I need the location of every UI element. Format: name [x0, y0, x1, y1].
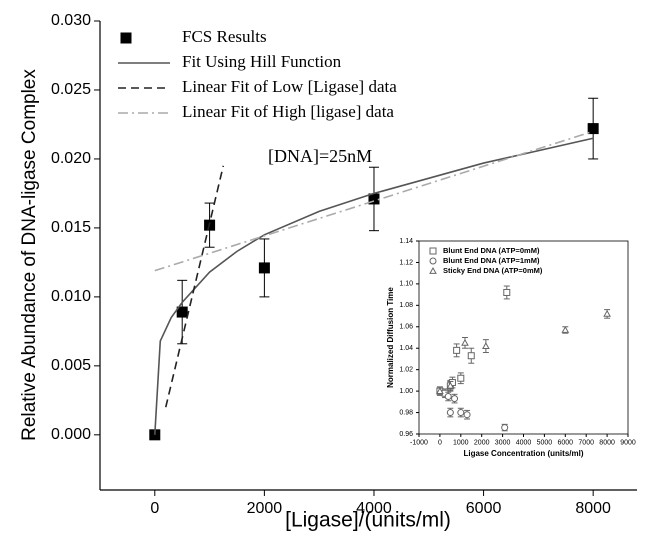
y-tick-label: 0.015 — [51, 219, 91, 236]
x-axis-title: Ligase Concentration (units/ml) — [463, 449, 583, 458]
x-tick-label: 2000 — [247, 500, 283, 517]
y-tick-label: 0.025 — [51, 81, 91, 98]
marker — [461, 338, 469, 346]
marker — [482, 342, 490, 349]
legend-swatch — [120, 32, 132, 44]
y-tick-label: 0.030 — [51, 12, 91, 29]
x-tick-label: 0 — [150, 500, 159, 517]
legend-swatch — [429, 266, 437, 274]
y-tick-label: 0.96 — [399, 431, 413, 438]
marker — [561, 325, 570, 333]
marker — [453, 346, 461, 354]
marker — [444, 392, 452, 400]
x-tick-label: 6000 — [558, 439, 574, 446]
y-tick-label: 1.06 — [399, 324, 413, 331]
x-tick-label: 0 — [438, 439, 442, 446]
x-tick-label: 8000 — [575, 500, 611, 517]
x-tick-label: 5000 — [537, 439, 553, 446]
y-tick-label: 1.00 — [399, 388, 413, 395]
marker — [457, 374, 465, 382]
marker — [463, 411, 471, 419]
y-tick-label: 1.10 — [399, 281, 413, 288]
x-tick-label: 3000 — [495, 439, 511, 446]
fit-line — [164, 165, 225, 408]
marker — [451, 395, 459, 403]
marker — [176, 306, 188, 318]
marker — [258, 262, 270, 274]
x-tick-label: 9000 — [620, 439, 636, 446]
legend-label: Linear Fit of Low [Ligase] data — [182, 77, 397, 96]
marker — [587, 123, 599, 135]
legend-label: FCS Results — [182, 27, 267, 46]
y-tick-label: 1.14 — [399, 238, 413, 245]
marker — [603, 309, 611, 317]
x-tick-label: 2000 — [474, 439, 490, 446]
y-tick-label: 0.005 — [51, 357, 91, 374]
x-tick-label: 6000 — [466, 500, 502, 517]
y-tick-label: 1.12 — [399, 259, 413, 266]
fit-line — [154, 130, 594, 272]
annotation: [DNA]=25nM — [268, 146, 372, 166]
y-tick-label: 1.04 — [399, 345, 413, 352]
x-tick-label: 4000 — [356, 500, 392, 517]
legend-swatch — [429, 247, 437, 255]
legend-label: Fit Using Hill Function — [182, 52, 342, 71]
marker — [457, 409, 465, 417]
legend-label: Sticky End DNA (ATP=0mM) — [443, 266, 543, 275]
y-tick-label: 0.98 — [399, 409, 413, 416]
y-axis-title: Relative Abundance of DNA-ligase Complex — [19, 69, 40, 441]
marker — [446, 409, 454, 417]
y-tick-label: 1.08 — [399, 302, 413, 309]
legend-label: Blunt End DNA (ATP=0mM) — [443, 246, 540, 255]
y-tick-label: 0.010 — [51, 288, 91, 305]
y-tick-label: 1.02 — [399, 367, 413, 374]
main-chart: 0 2000 4000 6000 8000 0.000 0.005 0.010 0.015 0.0… — [51, 12, 637, 517]
x-tick-label: -1000 — [410, 439, 428, 446]
x-axis-title: [Ligase]/(units/ml) — [285, 509, 451, 532]
marker — [467, 352, 475, 360]
fit-line — [153, 137, 594, 435]
inset-chart: -1000 0 1000 2000 3000 4000 5000 6000 7000 8000 90… — [386, 238, 636, 458]
x-tick-label: 1000 — [453, 439, 469, 446]
x-tick-label: 4000 — [516, 439, 532, 446]
legend-label: Linear Fit of High [ligase] data — [182, 102, 394, 121]
marker — [501, 424, 509, 432]
y-tick-label: 0.000 — [51, 426, 91, 443]
y-tick-label: 0.020 — [51, 150, 91, 167]
x-tick-label: 7000 — [578, 439, 594, 446]
y-axis-title: Normalized Diffusion Time — [386, 287, 395, 388]
marker — [446, 381, 455, 389]
x-tick-label: 8000 — [599, 439, 615, 446]
marker — [503, 288, 511, 296]
legend-swatch — [429, 257, 437, 265]
legend-label: Blunt End DNA (ATP=1mM) — [443, 256, 540, 265]
marker — [436, 387, 444, 395]
